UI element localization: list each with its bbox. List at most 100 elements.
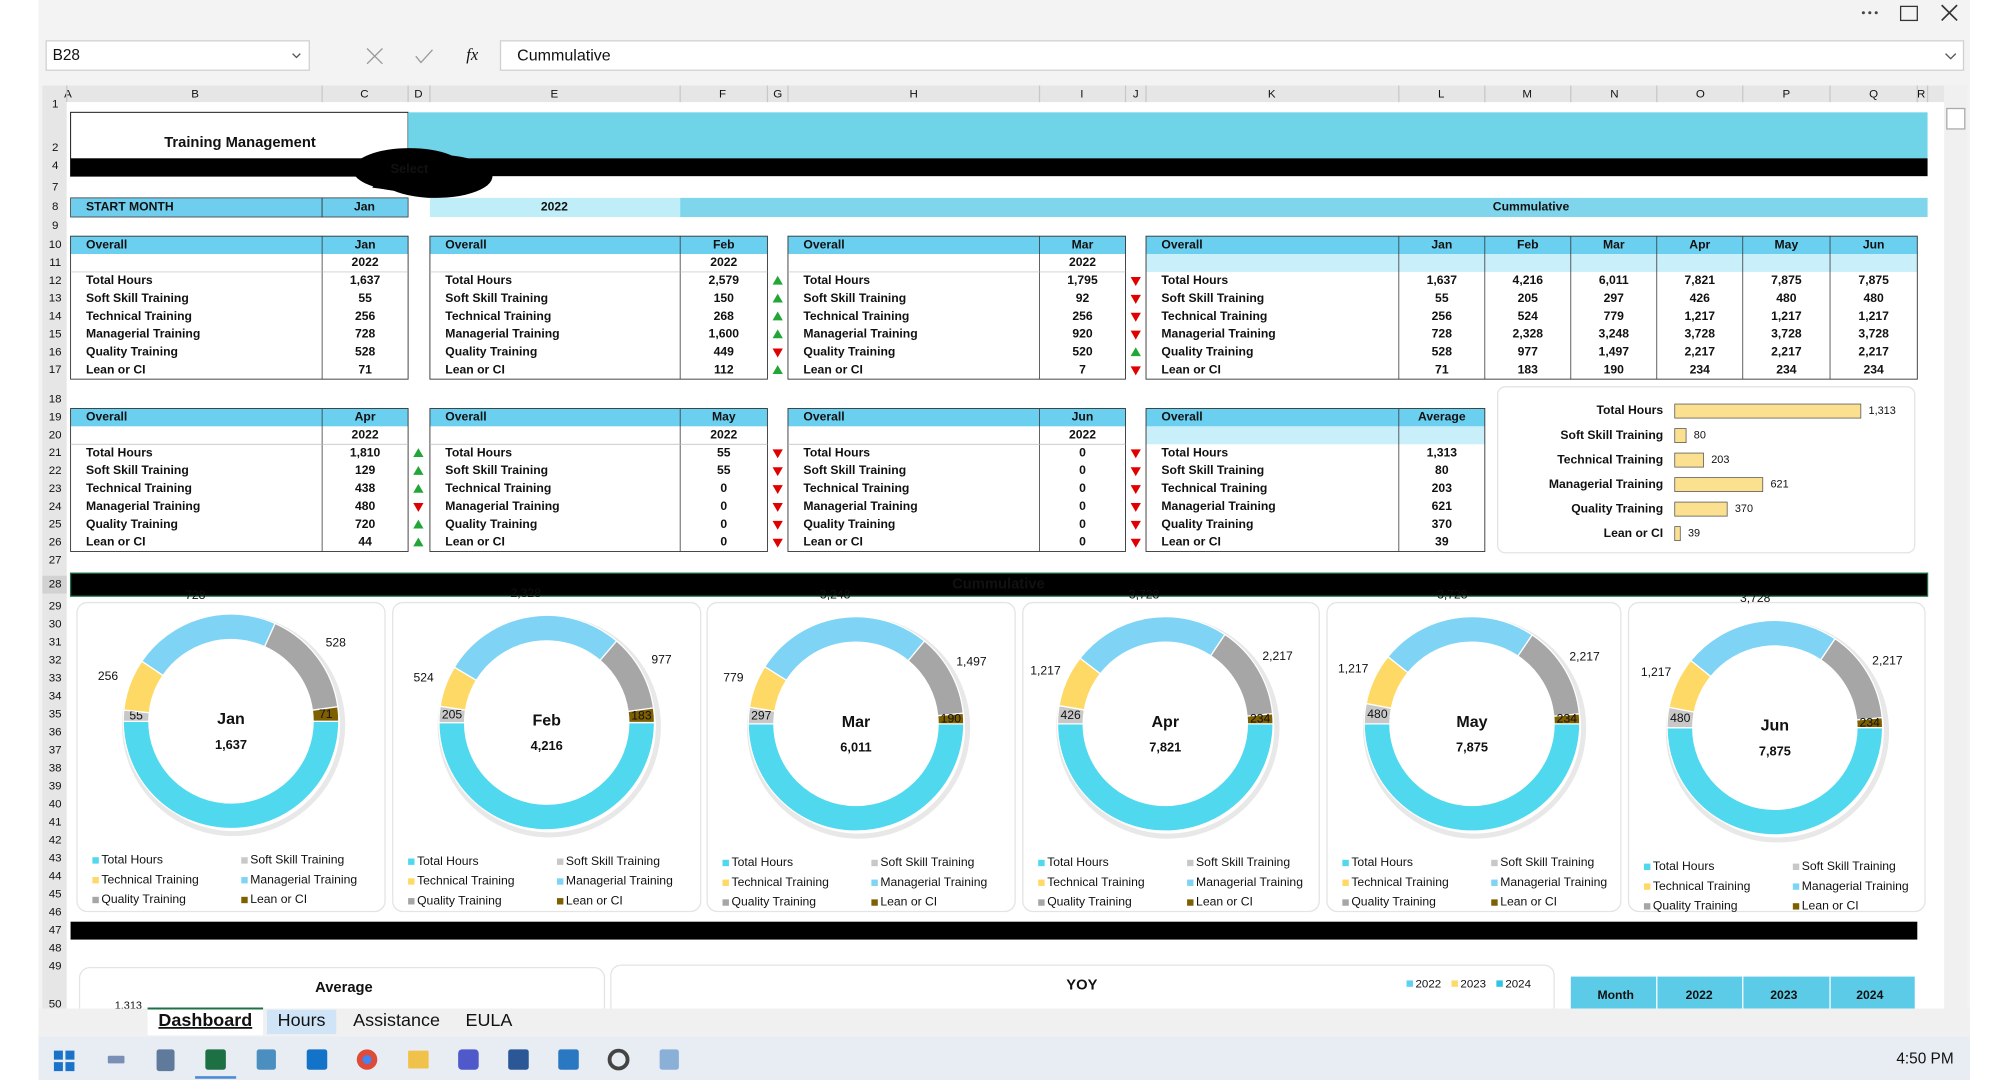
sheet-tab[interactable]: Hours (278, 1010, 326, 1030)
app-icon[interactable] (107, 1055, 125, 1064)
table-month: Apr (355, 410, 376, 424)
row-label: Total Hours (803, 445, 870, 459)
column-letter: R (1917, 89, 1925, 101)
table-year: 2022 (710, 255, 737, 269)
cancel-icon[interactable] (366, 48, 383, 65)
sheet-tab[interactable]: Assistance (353, 1010, 440, 1030)
table-label: Overall (445, 410, 486, 424)
table-header-text: 2023 (1770, 988, 1797, 1002)
donut-data-label: 183 (631, 708, 652, 722)
vertical-scrollbar[interactable] (1944, 85, 1968, 1009)
sheet-tab[interactable]: Dashboard (158, 1010, 252, 1030)
row-number: 4 (52, 160, 59, 172)
trend-arrow (1130, 330, 1141, 340)
table-month: Mar (1603, 237, 1625, 251)
app-icon[interactable] (508, 1049, 529, 1070)
cell-value: 183 (1518, 362, 1539, 376)
row-number: 19 (49, 412, 62, 424)
trend-arrow (1130, 467, 1141, 477)
restore-button[interactable] (1899, 5, 1918, 22)
row-number: 34 (49, 690, 62, 702)
row-label: Technical Training (803, 309, 909, 323)
scroll-thumb[interactable] (1946, 107, 1966, 130)
table-heading: Average (1418, 410, 1466, 424)
trend-arrow (1130, 485, 1141, 495)
more-dot[interactable] (1868, 11, 1872, 15)
row-label: Lean or CI (445, 362, 505, 376)
row-label: Technical Training (445, 481, 551, 495)
row-number: 2 (52, 142, 58, 154)
legend-label: 2024 (1505, 978, 1531, 990)
excel-icon[interactable] (205, 1049, 226, 1070)
cell-value: 2,217 (1858, 345, 1889, 359)
row-label: Technical Training (1161, 481, 1267, 495)
cell-value: 977 (1518, 345, 1539, 359)
cell-value: 3,728 (1685, 327, 1716, 341)
row-label: Soft Skill Training (1161, 291, 1264, 305)
cell-value: 480 (1776, 291, 1797, 305)
name-box[interactable] (45, 40, 310, 71)
cell-value: 0 (1079, 463, 1086, 477)
legend-label: Soft Skill Training (880, 855, 974, 869)
row-number: 15 (49, 329, 62, 341)
row-number: 13 (49, 293, 62, 305)
legend-swatch (1451, 980, 1458, 987)
column-letter: N (1610, 89, 1618, 101)
cell-value: 3,248 (1599, 327, 1630, 341)
cell-value: 1,497 (1599, 345, 1630, 359)
bar-value-label: 203 (1711, 454, 1729, 466)
start-button[interactable] (53, 1050, 75, 1072)
app-icon[interactable] (659, 1049, 679, 1070)
app-icon[interactable] (156, 1049, 175, 1072)
table-month: May (712, 410, 736, 424)
donut-segment (1666, 727, 1884, 836)
more-dot[interactable] (1861, 11, 1865, 15)
legend-label: Total Hours (1351, 855, 1413, 869)
expand-arrow[interactable] (1945, 53, 1957, 60)
row-label: Technical Training (86, 481, 192, 495)
row-label: Lean or CI (803, 535, 863, 549)
app-icon[interactable] (256, 1049, 276, 1070)
callout-bubble[interactable] (352, 148, 466, 192)
row-label: Technical Training (86, 309, 192, 323)
table-month: Mar (1072, 237, 1094, 251)
row-label: Quality Training (1161, 345, 1253, 359)
legend-label: Managerial Training (250, 872, 357, 886)
app-icon[interactable] (408, 1050, 429, 1069)
column-letter: F (719, 89, 726, 101)
clock: 4:50 PM (1896, 1051, 1953, 1068)
legend-swatch (92, 877, 99, 884)
legend-swatch (1187, 899, 1194, 906)
row-number: 14 (49, 311, 62, 323)
donut-data-label: 190 (941, 711, 962, 725)
legend-label: Total Hours (101, 853, 163, 867)
app-icon[interactable] (458, 1049, 479, 1070)
donut-center-month: Apr (1151, 714, 1179, 731)
dropdown-arrow[interactable] (292, 53, 301, 59)
cell-value: 44 (358, 535, 372, 549)
legend-label: Lean or CI (1802, 899, 1859, 913)
cell-value: 621 (1432, 499, 1453, 513)
table-border (70, 235, 409, 380)
row-number: 41 (49, 816, 62, 828)
formula-box[interactable] (499, 40, 1965, 71)
close-button[interactable] (1941, 4, 1958, 22)
table-header (787, 236, 1126, 255)
row-label: Total Hours (1161, 445, 1228, 459)
chart-title: Average (315, 980, 373, 996)
legend-label: Total Hours (417, 854, 479, 868)
row-number: 45 (49, 888, 62, 900)
cell-value: 528 (355, 345, 376, 359)
legend-swatch (556, 878, 564, 885)
more-dot[interactable] (1874, 11, 1878, 15)
legend-label: Managerial Training (566, 874, 673, 888)
app-icon[interactable] (558, 1049, 579, 1070)
app-icon[interactable] (306, 1049, 328, 1070)
sheet-tab[interactable]: EULA (465, 1010, 512, 1030)
app-icon[interactable] (607, 1048, 630, 1071)
row-label: Technical Training (445, 309, 551, 323)
cell-value: 1,600 (709, 327, 740, 341)
banner-text: Cummulative (952, 577, 1045, 593)
cell-value: 7,875 (1771, 273, 1802, 287)
enter-icon[interactable] (415, 49, 433, 64)
